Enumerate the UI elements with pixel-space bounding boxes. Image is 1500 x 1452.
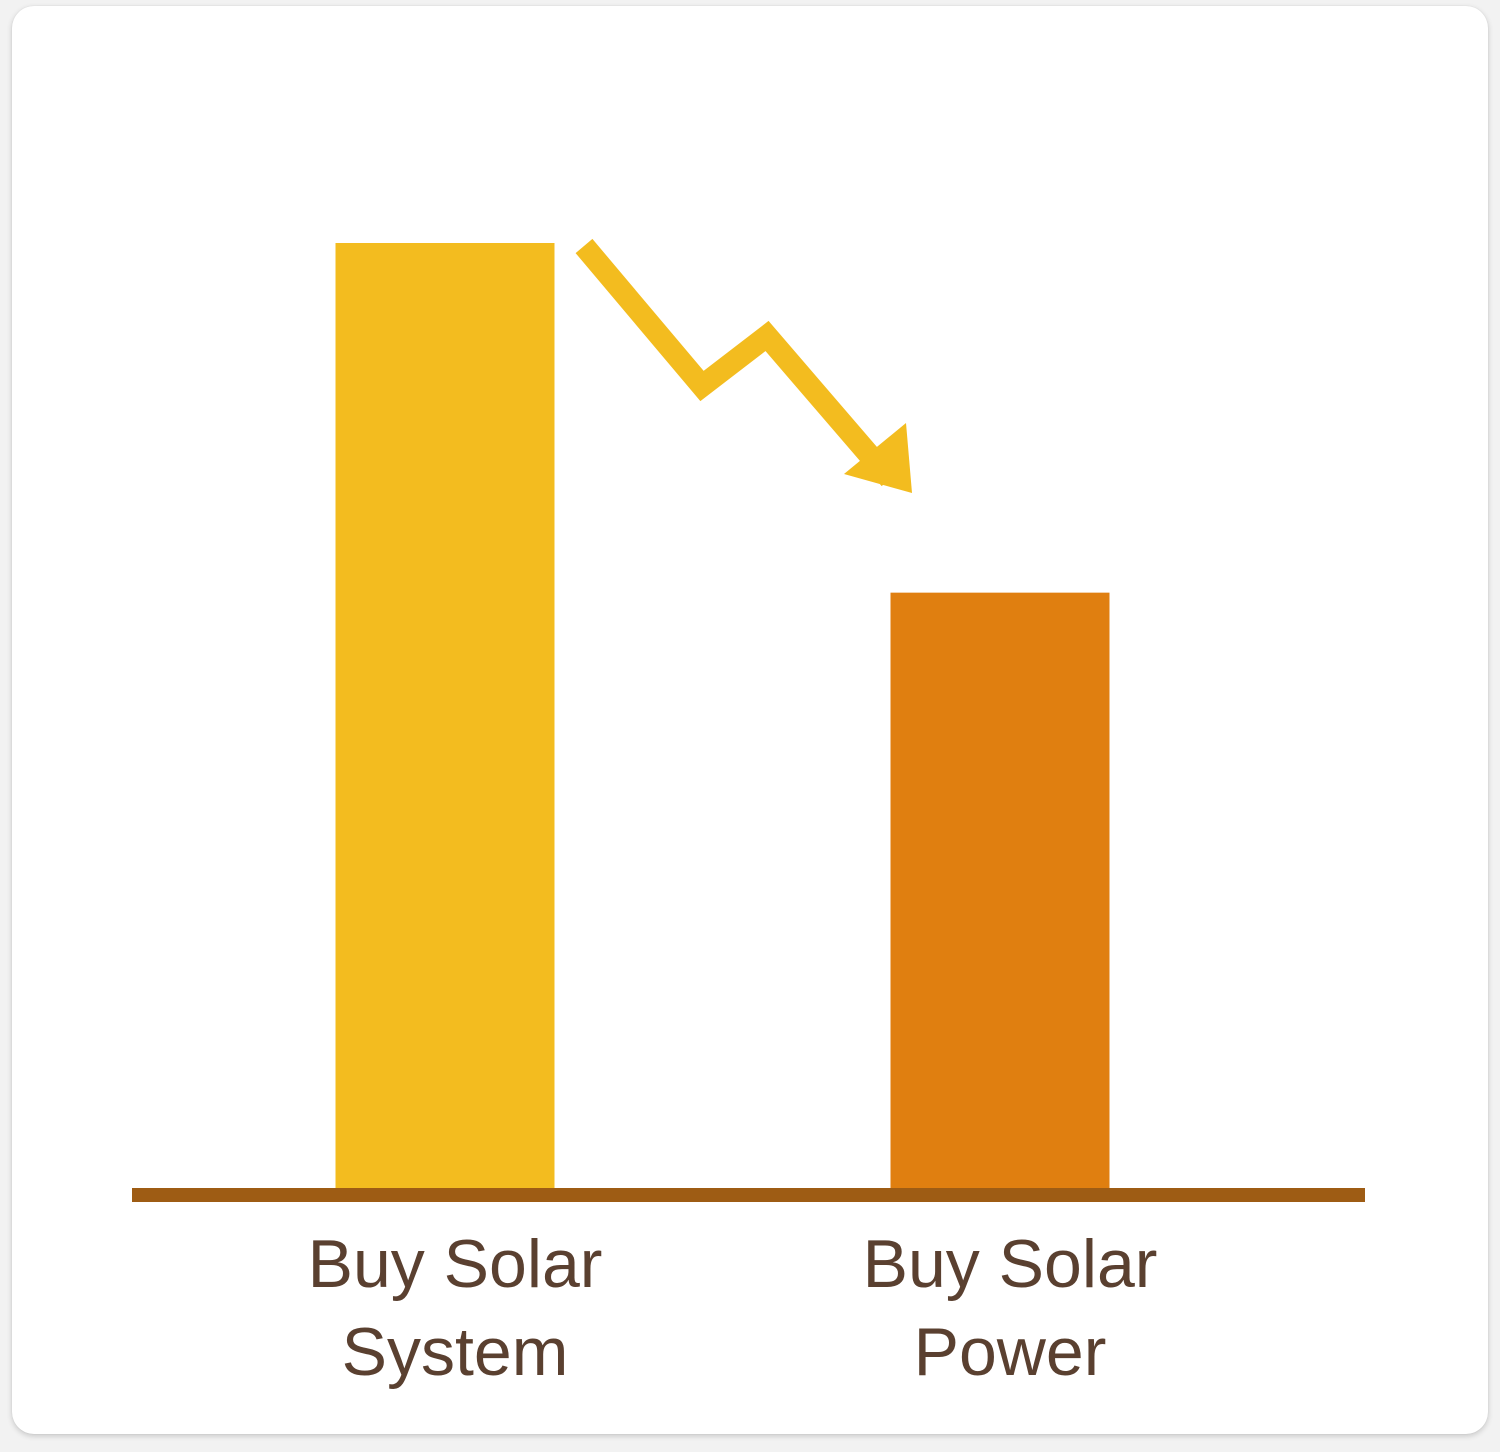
bar-chart: Buy Solar System Buy Solar Power	[132, 238, 1365, 1390]
zigzag-down-arrow-icon	[575, 238, 912, 493]
arrow-head	[844, 423, 912, 493]
category-label-line: Buy Solar	[863, 1226, 1158, 1302]
chart-card: Buy Solar System Buy Solar Power	[12, 6, 1488, 1434]
bar-2	[890, 592, 1110, 1188]
category-label-1: Buy Solar System	[308, 1226, 603, 1390]
bar-1	[335, 243, 555, 1188]
category-label-2: Buy Solar Power	[863, 1226, 1158, 1390]
bars-group	[335, 243, 1110, 1188]
category-label-line: System	[342, 1314, 569, 1390]
category-labels: Buy Solar System Buy Solar Power	[308, 1226, 1158, 1390]
category-label-line: Buy Solar	[308, 1226, 603, 1302]
category-label-line: Power	[914, 1314, 1107, 1390]
arrow-shaft	[575, 238, 899, 487]
